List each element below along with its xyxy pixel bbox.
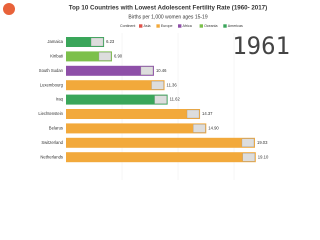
chart-title: Top 10 Countries with Lowest Adolescent … xyxy=(69,5,267,12)
value-label: 10.46 xyxy=(156,68,167,73)
legend-label: Asia xyxy=(144,24,151,28)
flag xyxy=(242,153,255,162)
year-label: 1961 xyxy=(232,32,290,60)
bar xyxy=(66,65,154,76)
flag xyxy=(154,95,167,104)
logo xyxy=(3,3,15,15)
category-label: Jamaica xyxy=(47,39,63,44)
legend-label: Europe xyxy=(161,24,173,28)
category-label: Belarus xyxy=(49,126,63,131)
flag xyxy=(241,138,255,147)
value-label: 6.90 xyxy=(114,54,123,59)
category-label: Netherlands xyxy=(40,154,63,159)
legend: Continent xyxy=(120,24,135,28)
legend-label: Oceania xyxy=(204,24,217,28)
flag xyxy=(193,124,206,133)
value-label: 11.62 xyxy=(170,97,181,102)
category-label: South Sudan xyxy=(39,68,64,73)
chart: Top 10 Countries with Lowest Adolescent … xyxy=(3,3,290,180)
category-label: Luxembourg xyxy=(40,82,64,87)
bar xyxy=(66,37,105,47)
category-label: Iraq xyxy=(56,97,64,102)
flag xyxy=(140,66,154,75)
value-label: 6.23 xyxy=(106,39,115,44)
legend-swatch xyxy=(139,24,143,28)
bar xyxy=(66,80,165,91)
flag xyxy=(98,52,112,61)
bar xyxy=(66,94,168,105)
value-label: 14.90 xyxy=(208,126,219,131)
legend-swatch xyxy=(223,24,227,28)
chart-subtitle: Births per 1,000 women ages 15-19 xyxy=(128,14,207,20)
bar xyxy=(66,51,112,62)
flag xyxy=(90,37,104,47)
bar xyxy=(66,152,256,163)
value-label: 19.03 xyxy=(257,140,268,145)
bar xyxy=(66,109,201,119)
flag xyxy=(151,81,164,90)
category-label: Liechtenstein xyxy=(38,111,63,116)
legend-swatch xyxy=(199,24,203,28)
bar xyxy=(66,123,207,134)
value-label: 14.37 xyxy=(202,111,213,116)
value-label: 19.10 xyxy=(258,154,269,159)
legend-label: Americas xyxy=(228,24,243,28)
flag xyxy=(186,109,200,119)
legend-label: Africa xyxy=(183,24,192,28)
category-label: Switzerland xyxy=(41,140,63,145)
category-label: Kiribati xyxy=(50,54,63,59)
legend-swatch xyxy=(178,24,182,28)
legend-title: Continent xyxy=(120,24,135,28)
value-label: 11.36 xyxy=(167,82,178,87)
legend-swatch xyxy=(156,24,160,28)
bar xyxy=(66,137,255,148)
